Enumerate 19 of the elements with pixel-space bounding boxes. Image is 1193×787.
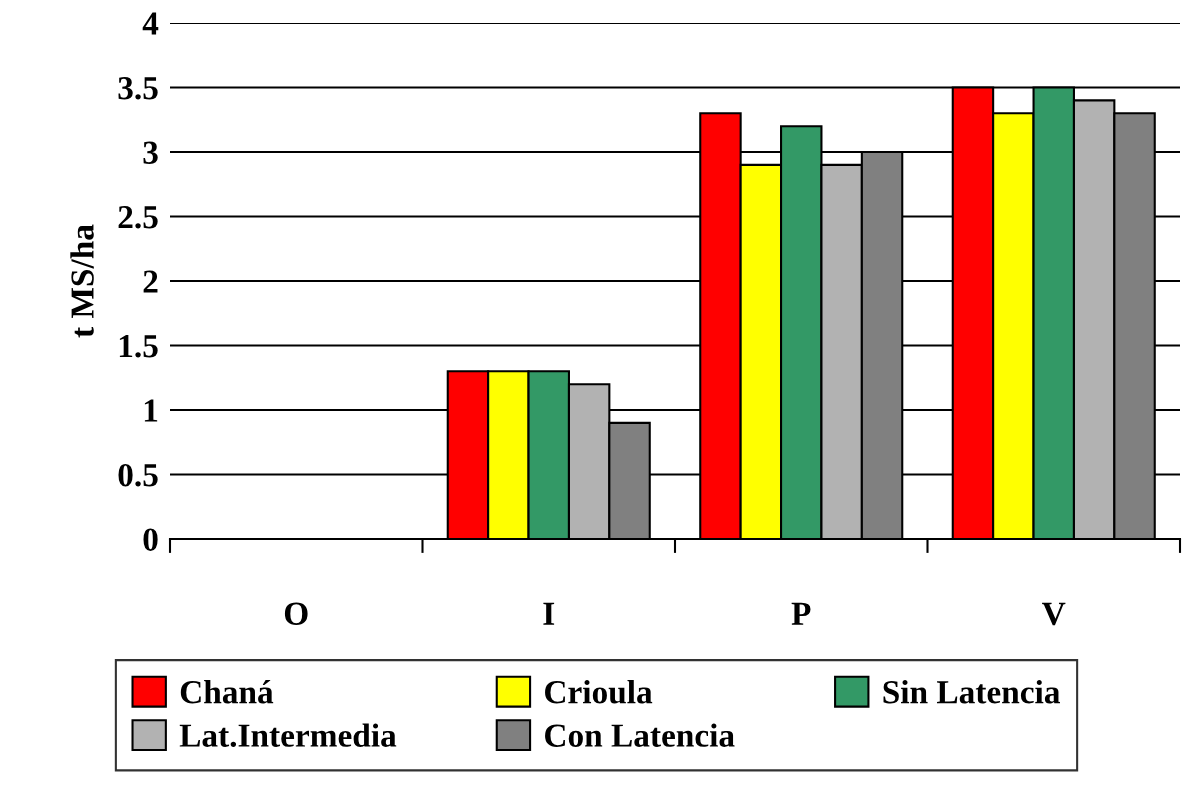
x-tick-label: O — [284, 602, 308, 625]
y-axis-title: t MS/ha — [70, 224, 94, 338]
legend-label: Sin Latencia — [883, 680, 1060, 704]
y-tick-label: 3.5 — [118, 76, 158, 100]
legend-label: Lat.Intermedia — [179, 723, 397, 748]
y-tick-label: 0.5 — [118, 463, 158, 487]
y-tick-label: 1 — [144, 399, 158, 422]
y-tick-label: 2.5 — [118, 205, 158, 229]
y-tick-label: 2 — [143, 270, 158, 293]
y-tick-label: 1.5 — [119, 335, 158, 358]
x-tick-label: I — [543, 602, 555, 625]
y-tick-label: 3 — [143, 141, 158, 164]
legend-label: Chaná — [180, 679, 274, 704]
legend-label: Con Latencia — [545, 723, 735, 747]
y-tick-label: 0 — [143, 528, 158, 551]
y-tick-label: 4 — [142, 12, 159, 35]
x-tick-label: P — [791, 602, 811, 625]
x-tick-label: V — [1042, 602, 1066, 626]
legend-label: Crioula — [545, 680, 653, 704]
